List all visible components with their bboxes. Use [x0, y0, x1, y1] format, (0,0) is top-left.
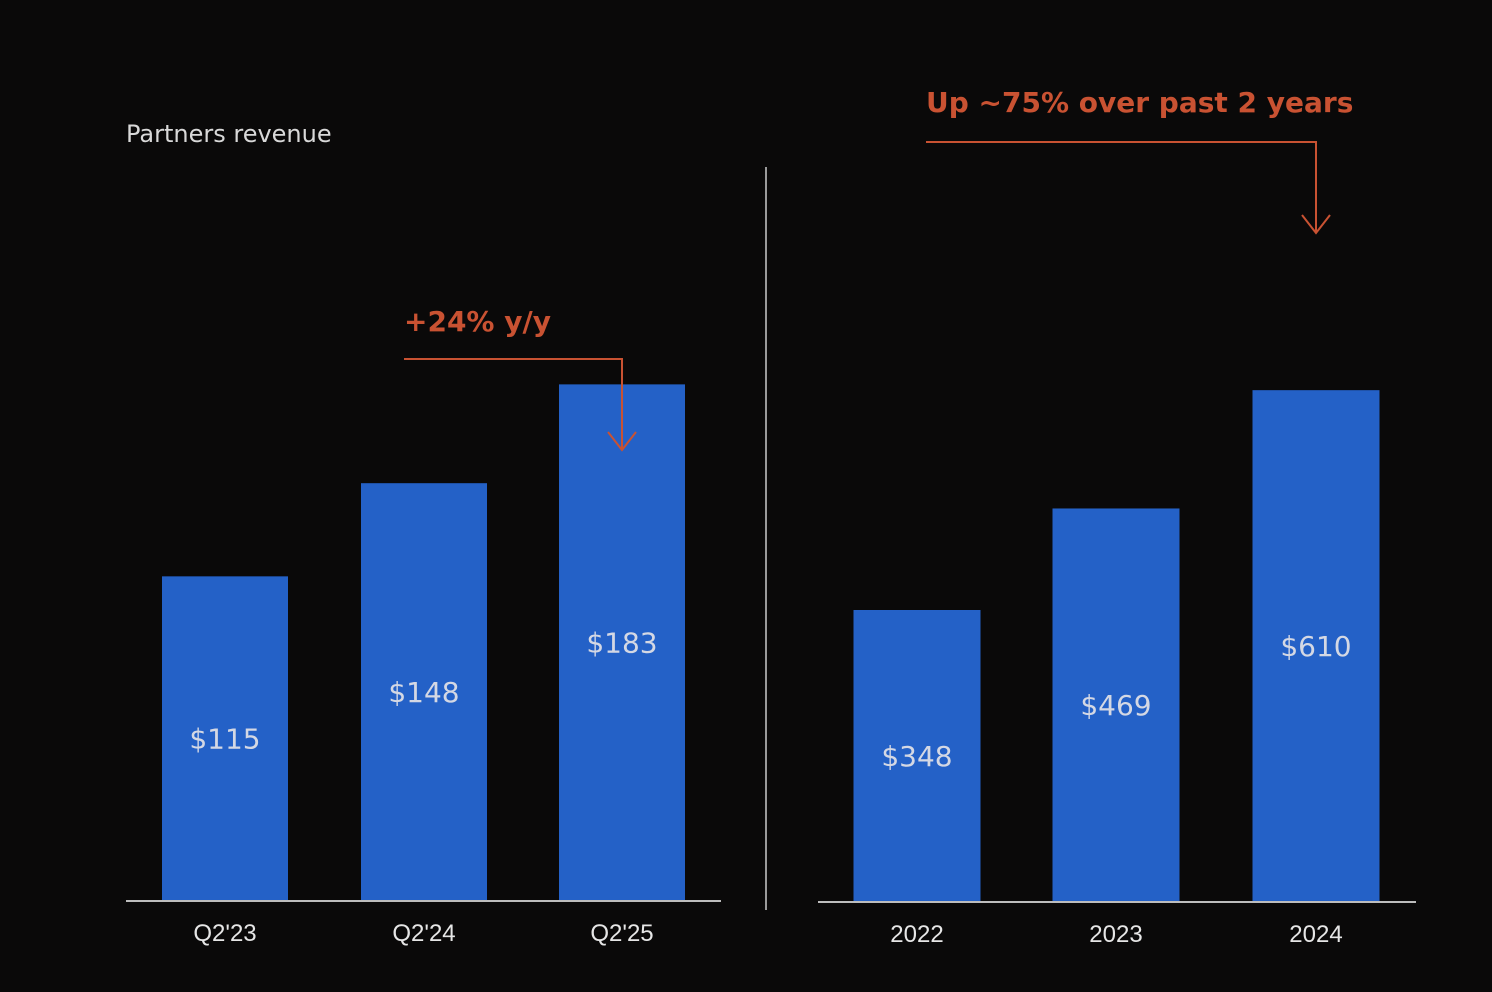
- bar-2022: [853, 610, 981, 902]
- bar-q225: [559, 384, 685, 901]
- x-tick-label: 2024: [1289, 921, 1342, 948]
- bar-2023: [1052, 508, 1180, 902]
- bar-value-label: $148: [388, 676, 459, 709]
- bar-2024: [1252, 390, 1380, 902]
- x-tick-label: Q2'24: [392, 920, 455, 947]
- growth-annotation-text: +24% y/y: [404, 305, 551, 338]
- annotation-arrow-line: [926, 141, 1317, 233]
- bar-value-label: $183: [586, 627, 657, 660]
- bar-value-label: $469: [1080, 689, 1151, 722]
- bar-value-label: $115: [189, 723, 260, 756]
- annotation-arrowhead-icon: [607, 431, 637, 452]
- annual-bar-chart: $348 2022 $469 2023 $610 2024 Up ~75% over pas…: [818, 86, 1416, 948]
- bar-q223: [162, 576, 288, 901]
- bar-value-label: $610: [1280, 630, 1351, 663]
- x-tick-label: Q2'25: [590, 920, 653, 947]
- bar-value-label: $348: [881, 740, 952, 773]
- annotation-arrowhead-icon: [1301, 214, 1331, 235]
- growth-annotation-text: Up ~75% over past 2 years: [926, 86, 1353, 119]
- x-tick-label: 2023: [1089, 921, 1142, 948]
- x-tick-label: 2022: [890, 921, 943, 948]
- quarterly-bar-chart: $115 Q2'23 $148 Q2'24 $183 Q2'25 +24% y/y: [126, 305, 721, 947]
- annotation-arrow-line: [404, 358, 623, 450]
- x-tick-label: Q2'23: [193, 920, 256, 947]
- chart-title: Partners revenue: [126, 120, 332, 148]
- bar-q224: [361, 483, 487, 901]
